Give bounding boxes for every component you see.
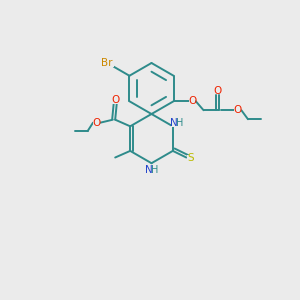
Text: O: O [111, 95, 119, 105]
Text: N: N [170, 118, 178, 128]
FancyBboxPatch shape [112, 97, 119, 104]
FancyBboxPatch shape [187, 155, 194, 161]
Text: H: H [151, 165, 158, 175]
Text: O: O [188, 96, 196, 106]
Text: O: O [234, 105, 242, 115]
FancyBboxPatch shape [214, 87, 220, 94]
Text: O: O [92, 118, 101, 128]
Text: S: S [187, 153, 194, 163]
FancyBboxPatch shape [189, 98, 196, 105]
FancyBboxPatch shape [93, 119, 100, 126]
FancyBboxPatch shape [146, 166, 156, 174]
FancyBboxPatch shape [172, 119, 182, 127]
Text: H: H [176, 118, 184, 128]
Text: O: O [213, 86, 221, 96]
FancyBboxPatch shape [101, 60, 113, 67]
Text: N: N [145, 165, 152, 175]
FancyBboxPatch shape [235, 107, 241, 113]
Text: Br: Br [101, 58, 113, 68]
